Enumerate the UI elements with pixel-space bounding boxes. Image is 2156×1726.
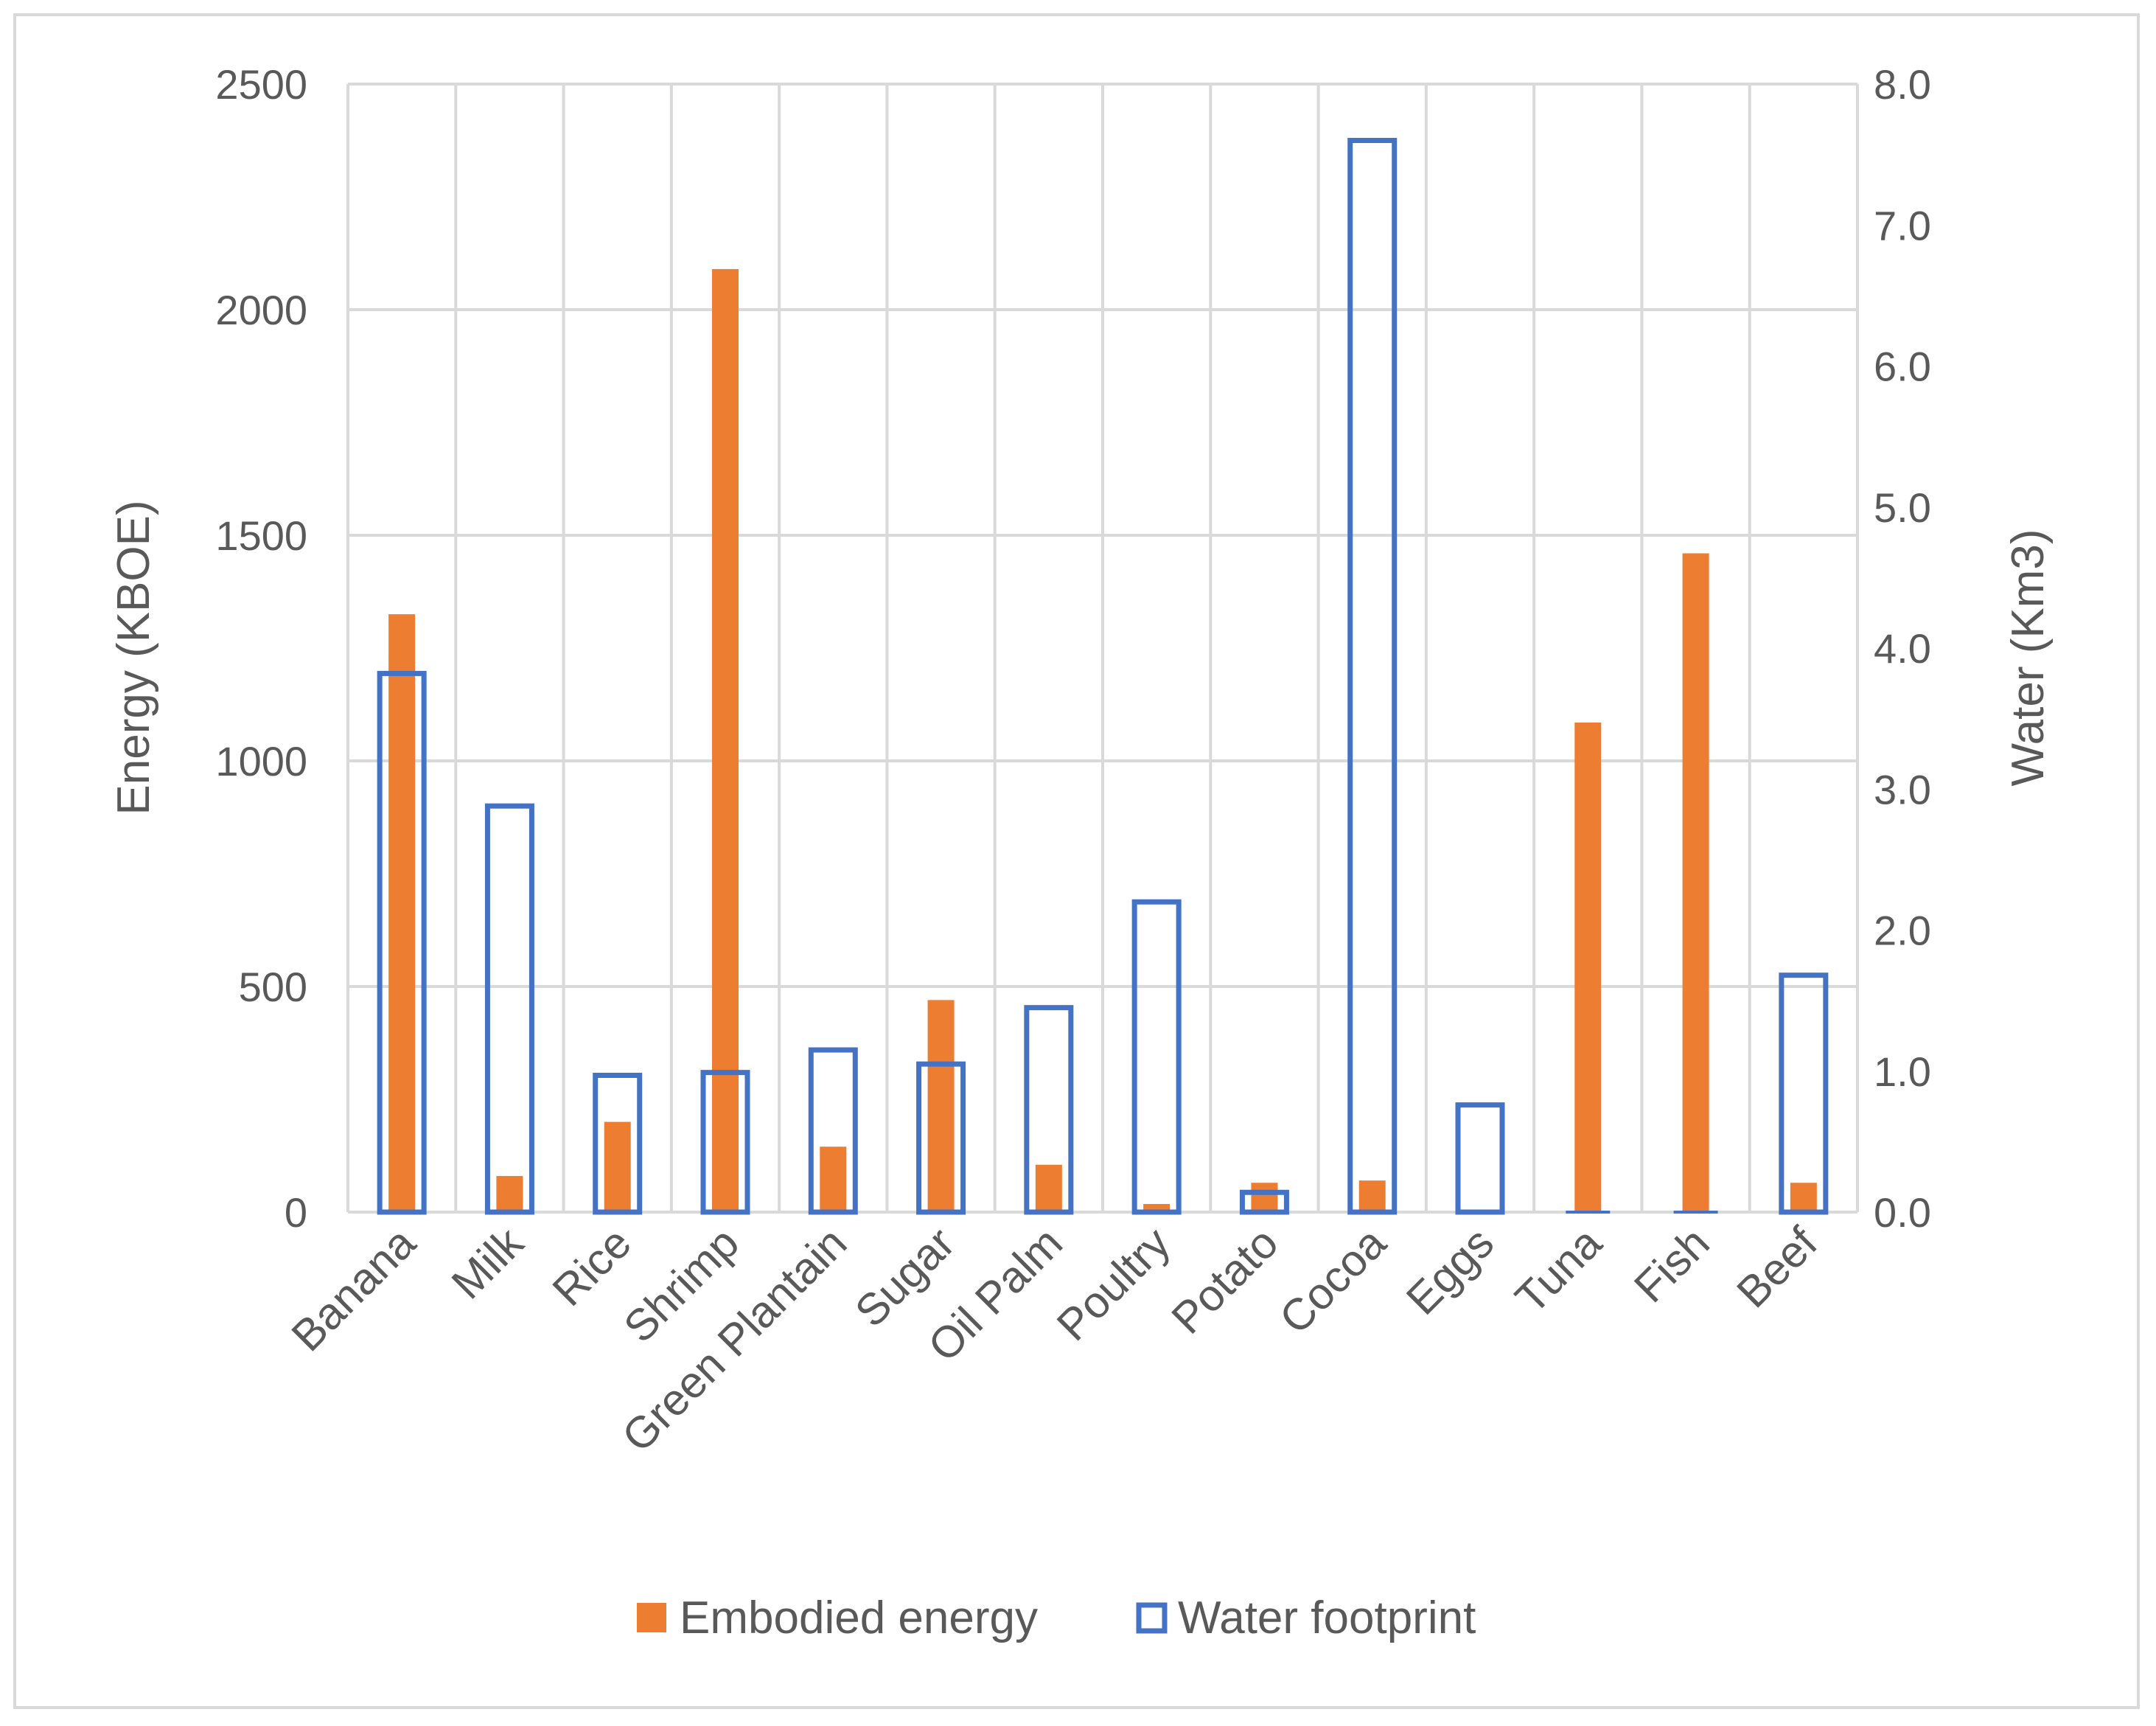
- water-bar-potato: [1239, 1189, 1289, 1215]
- legend-swatch-embodied-energy: [637, 1603, 666, 1632]
- water-bar-banana: [377, 670, 427, 1215]
- energy-bar-banana: [388, 614, 416, 1212]
- category-label-potato: Potato: [1162, 1218, 1288, 1343]
- category-label-eggs: Eggs: [1397, 1218, 1503, 1324]
- category-label-cocoa: Cocoa: [1270, 1217, 1395, 1343]
- energy-bar-beef: [1790, 1183, 1817, 1212]
- legend-label-embodied-energy: Embodied energy: [680, 1593, 1038, 1643]
- energy-bar-tuna: [1574, 722, 1602, 1212]
- category-label-milk: Milk: [442, 1217, 533, 1308]
- energy-bar-fish: [1682, 553, 1709, 1212]
- energy-bar-rice: [604, 1121, 631, 1212]
- water-bar-green-plantain: [808, 1047, 858, 1215]
- right-tick-label: 8.0: [1874, 61, 1931, 108]
- chart-frame: 0 500 1000 1500 2000 2500 0.0 1.0 2.0 3.0 4.0 5.0 6…: [13, 13, 2140, 1709]
- right-tick-label: 3.0: [1874, 766, 1931, 812]
- right-tick-label: 7.0: [1874, 202, 1931, 248]
- category-label-banana: Banana: [282, 1217, 425, 1360]
- category-label-rice: Rice: [543, 1218, 641, 1315]
- right-axis-title: Water (Km3): [2003, 529, 2054, 786]
- energy-bar-potato: [1251, 1183, 1278, 1212]
- grid: [346, 83, 1859, 1214]
- energy-bar-sugar: [927, 1000, 955, 1212]
- left-tick-label: 1000: [215, 738, 307, 784]
- bars: [377, 138, 1829, 1215]
- water-bar-sugar: [916, 1061, 966, 1215]
- left-axis-ticks: 0 500 1000 1500 2000 2500: [215, 61, 307, 1236]
- legend-label-water-footprint: Water footprint: [1178, 1593, 1476, 1643]
- category-label-poultry: Poultry: [1047, 1218, 1179, 1350]
- water-bar-poultry: [1131, 899, 1182, 1215]
- right-axis-ticks: 0.0 1.0 2.0 3.0 4.0 5.0 6.0 7.0 8.0: [1874, 61, 1931, 1236]
- water-bar-shrimp: [700, 1070, 750, 1215]
- left-axis-title: Energy (KBOE): [108, 500, 159, 815]
- category-label-tuna: Tuna: [1506, 1217, 1611, 1323]
- right-tick-label: 0.0: [1874, 1189, 1931, 1236]
- energy-bar-green-plantain: [820, 1146, 847, 1212]
- legend-swatch-water-footprint: [1136, 1602, 1168, 1634]
- energy-bar-shrimp: [712, 268, 739, 1212]
- energy-bar-oil-palm: [1035, 1164, 1062, 1212]
- water-bar-cocoa: [1347, 138, 1398, 1215]
- right-tick-label: 5.0: [1874, 484, 1931, 531]
- right-tick-label: 4.0: [1874, 625, 1931, 672]
- legend: Embodied energy Water footprint: [637, 1593, 1476, 1643]
- water-bar-eggs: [1455, 1102, 1505, 1215]
- water-bar-beef: [1779, 972, 1829, 1215]
- left-tick-label: 0: [285, 1189, 307, 1236]
- water-bar-oil-palm: [1024, 1005, 1074, 1215]
- left-tick-label: 500: [239, 964, 307, 1010]
- right-tick-label: 1.0: [1874, 1048, 1931, 1095]
- energy-bar-milk: [496, 1176, 523, 1212]
- chart: 0 500 1000 1500 2000 2500 0.0 1.0 2.0 3.0 4.0 5.0 6…: [108, 61, 2054, 1643]
- right-tick-label: 2.0: [1874, 908, 1931, 954]
- right-tick-label: 6.0: [1874, 344, 1931, 390]
- left-tick-label: 2000: [215, 287, 307, 333]
- category-label-fish: Fish: [1625, 1218, 1719, 1312]
- left-tick-label: 1500: [215, 512, 307, 559]
- category-label-beef: Beef: [1727, 1218, 1827, 1318]
- water-bar-rice: [593, 1072, 643, 1215]
- water-bar-milk: [484, 803, 534, 1215]
- left-tick-label: 2500: [215, 61, 307, 108]
- energy-bar-poultry: [1143, 1203, 1171, 1212]
- energy-bar-cocoa: [1358, 1180, 1386, 1212]
